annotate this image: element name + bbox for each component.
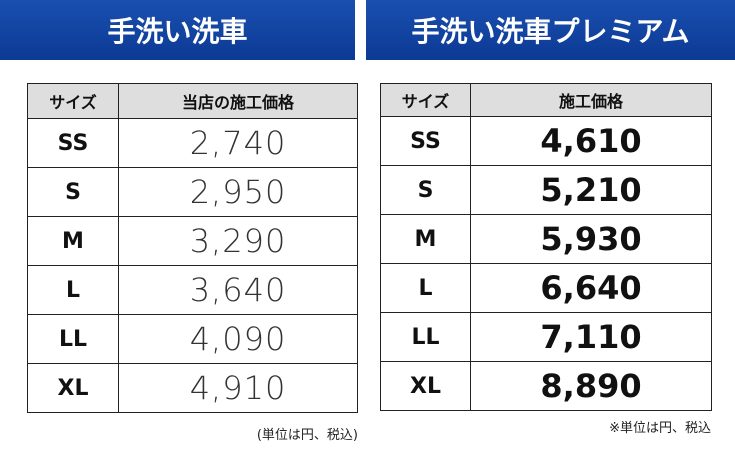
header-cell: サイズ [27,83,119,119]
size-cell: L [27,265,119,315]
title-bar: 手洗い洗車 [0,0,355,60]
price-cell: 4,090 [118,314,358,364]
size-cell: M [380,214,471,264]
price-cell: 2,740 [118,118,358,168]
size-cell: M [27,216,119,266]
size-cell: S [380,165,471,215]
header-row: サイズ 施工価格 [380,83,712,117]
size-cell: LL [380,312,471,362]
row: LL 7,110 [380,312,712,362]
title-bar: 手洗い洗車プレミアム [366,0,735,60]
price-cell: 8,890 [470,361,712,411]
row: SS 4,610 [380,116,712,166]
price-cell: 6,640 [470,263,712,313]
size-cell: SS [27,118,119,168]
header-cell: サイズ [380,83,471,117]
row: XL 8,890 [380,361,712,411]
row: M 3,290 [27,216,358,266]
price-table: サイズ 施工価格 SS 4,610 S 5,210 M 5,930 L 6,640 LL 7,110 X… [380,83,712,411]
size-cell: XL [27,363,119,413]
price-cell: 4,910 [118,363,358,413]
price-cell: 5,210 [470,165,712,215]
price-cell: 5,930 [470,214,712,264]
note: (単位は円、税込) [256,428,358,443]
price-cell: 3,290 [118,216,358,266]
price-cell: 4,610 [470,116,712,166]
header-cell: 当店の施工価格 [118,83,358,119]
size-cell: XL [380,361,471,411]
row: L 6,640 [380,263,712,313]
size-cell: LL [27,314,119,364]
row: XL 4,910 [27,363,358,413]
size-cell: L [380,263,471,313]
header-cell: 施工価格 [470,83,712,117]
price-cell: 3,640 [118,265,358,315]
price-table: サイズ 当店の施工価格 SS 2,740 S 2,950 M 3,290 L 3,640 LL 4,0… [27,83,358,413]
row: SS 2,740 [27,118,358,168]
row: LL 4,090 [27,314,358,364]
price-cell: 2,950 [118,167,358,217]
size-cell: SS [380,116,471,166]
price-cell: 7,110 [470,312,712,362]
note: ※単位は円、税込 [609,421,711,436]
row: L 3,640 [27,265,358,315]
size-cell: S [27,167,119,217]
row: M 5,930 [380,214,712,264]
header-row: サイズ 当店の施工価格 [27,83,358,119]
row: S 2,950 [27,167,358,217]
row: S 5,210 [380,165,712,215]
